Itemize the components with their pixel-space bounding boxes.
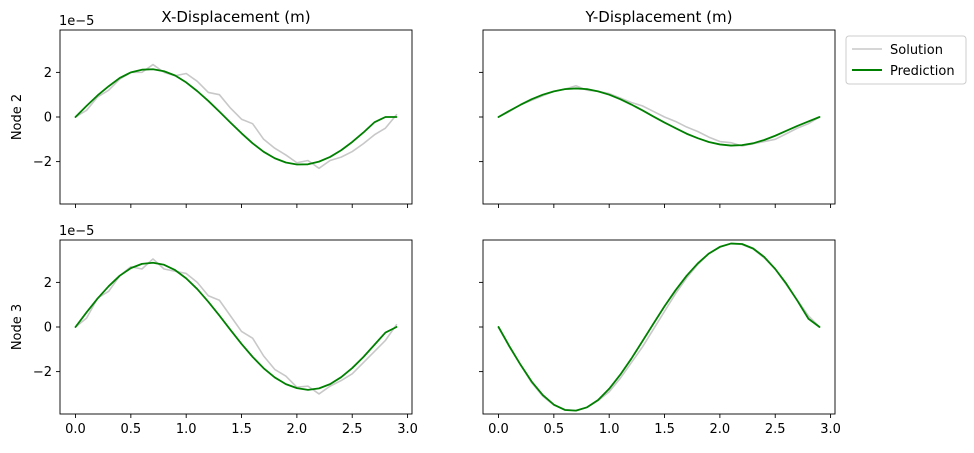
row-label-node2: Node 2 — [10, 94, 25, 140]
panel-node2-y — [479, 29, 836, 208]
y-offset-label-bottom: 1e−5 — [59, 224, 94, 239]
node3-y-xtick-label: 1.5 — [654, 422, 675, 437]
node3-x-ytick-label: −2 — [33, 365, 52, 380]
y-offset-label-top: 1e−5 — [59, 14, 94, 29]
node3-x-xtick-label: 0.5 — [120, 422, 141, 437]
col-title-y: Y-Displacement (m) — [585, 8, 733, 26]
col-title-x: X-Displacement (m) — [161, 8, 310, 26]
panel-node3-x: 0.0 0.5 1.0 1.5 2.0 2.5 3.0 −2 0 2 — [33, 239, 418, 437]
node2-x-series-prediction — [74, 68, 398, 166]
panel-node3-y: 0.0 0.5 1.0 1.5 2.0 2.5 3.0 — [479, 239, 841, 437]
node3-x-series-solution — [74, 258, 398, 395]
node3-x-xtick-label: 3.0 — [397, 422, 418, 437]
node3-x-xtick-label: 0.0 — [65, 422, 86, 437]
node2-x-ytick-label: 0 — [44, 111, 52, 126]
legend-solution-label: Solution — [890, 43, 943, 58]
node3-x-ytick-label: 0 — [44, 321, 52, 336]
legend: Solution Prediction — [845, 35, 967, 85]
node3-x-series-prediction — [74, 261, 398, 391]
node2-y-series-prediction — [497, 87, 821, 147]
node3-y-xtick-label: 3.0 — [820, 422, 841, 437]
node2-y-frame — [482, 29, 836, 205]
node3-y-xtick-label: 0.5 — [543, 422, 564, 437]
node2-x-ytick-label: 2 — [44, 66, 52, 81]
node3-x-xtick-label: 1.5 — [231, 422, 252, 437]
legend-prediction-label: Prediction — [890, 64, 955, 79]
row-label-node3: Node 3 — [10, 304, 25, 350]
node2-x-ytick-label: −2 — [33, 155, 52, 170]
node3-x-ytick-label: 2 — [44, 276, 52, 291]
node3-x-frame — [59, 239, 413, 415]
legend-frame — [845, 35, 967, 85]
node3-y-xtick-label: 1.0 — [599, 422, 620, 437]
node2-x-frame — [59, 29, 413, 205]
node3-y-series-solution — [497, 242, 821, 412]
panel-node2-x: −2 0 2 — [33, 29, 413, 208]
node3-y-xtick-label: 0.0 — [488, 422, 509, 437]
node3-y-series-prediction — [497, 242, 821, 412]
node2-x-series-solution — [74, 63, 398, 170]
node3-x-xtick-label: 2.0 — [287, 422, 308, 437]
node3-y-xtick-label: 2.0 — [710, 422, 731, 437]
node3-y-xtick-label: 2.5 — [765, 422, 786, 437]
node3-x-xtick-label: 2.5 — [342, 422, 363, 437]
node3-x-xtick-label: 1.0 — [176, 422, 197, 437]
